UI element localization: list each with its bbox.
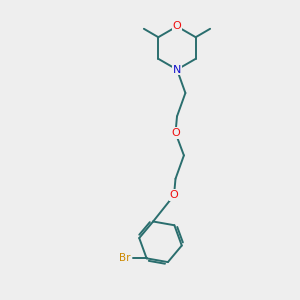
Text: O: O: [172, 21, 182, 32]
Text: Br: Br: [119, 253, 131, 263]
Text: N: N: [173, 64, 181, 75]
Text: O: O: [171, 128, 180, 138]
Text: O: O: [169, 190, 178, 200]
